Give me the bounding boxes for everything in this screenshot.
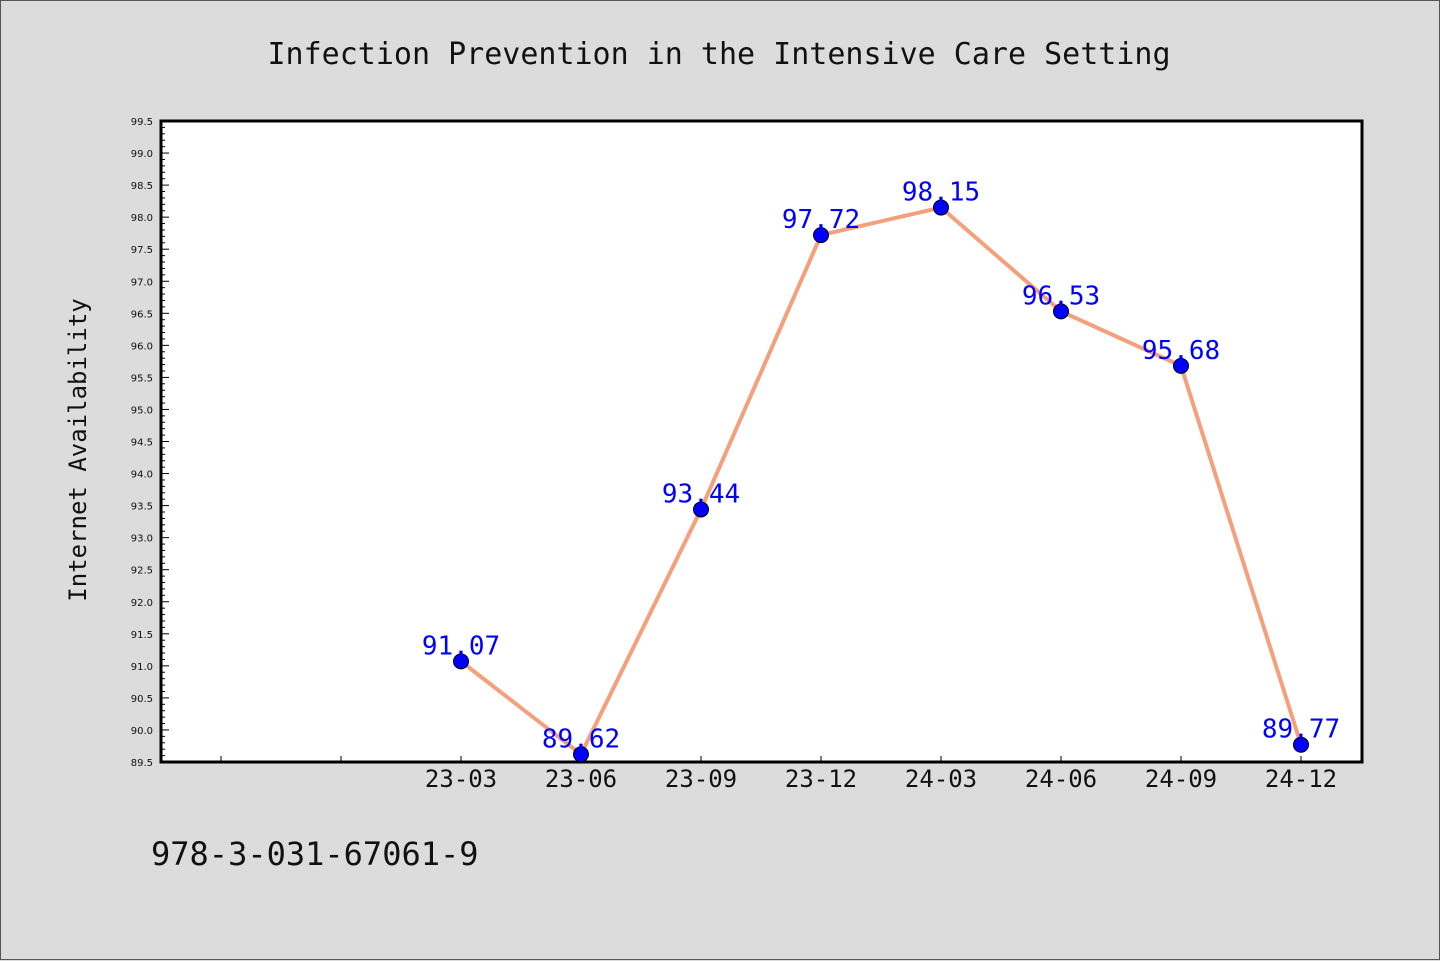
x-tick-label: 23-12 [785,765,857,793]
plot-area [159,119,1364,764]
y-tick-label: 99.5 [131,117,153,128]
x-tick-label: 24-12 [1265,765,1337,793]
y-axis-label: Internet Availability [64,298,92,601]
y-tick-label: 95.5 [131,373,153,384]
x-tick-label: 24-06 [1025,765,1097,793]
data-label: 98.15 [902,178,980,208]
y-tick-label: 98.0 [131,213,153,224]
x-tick-label: 24-09 [1145,765,1217,793]
x-tick-label: 23-09 [665,765,737,793]
x-tick-label: 23-03 [425,765,497,793]
y-tick-label: 97.0 [131,277,153,288]
data-point [1293,736,1309,753]
y-tick-label: 90.5 [131,694,153,705]
data-point [933,199,949,216]
chart-title: Infection Prevention in the Intensive Ca… [267,37,1170,72]
data-label: 95.68 [1142,336,1220,366]
data-point [813,227,829,244]
y-tick-label: 94.0 [131,470,153,481]
data-label: 97.72 [782,205,860,235]
x-axis: 23-03 23-06 23-09 23-12 24-03 24-06 24-09 24-12 [220,756,1337,793]
data-label: 91.07 [422,631,500,661]
isbn-text: 978-3-031-67061-9 [151,835,479,873]
series-line [459,205,1303,757]
x-tick-label: 24-03 [905,765,977,793]
y-tick-label: 91.5 [131,630,153,641]
data-point [573,746,589,763]
data-label: 89.77 [1262,715,1340,745]
data-point [1173,357,1189,374]
data-points [453,199,1309,763]
y-tick-label: 98.5 [131,181,153,192]
data-point [453,653,469,670]
y-tick-label: 94.5 [131,438,153,449]
y-tick-label: 89.5 [131,758,153,769]
y-tick-label: 96.0 [131,341,153,352]
y-tick-label: 99.0 [131,149,153,160]
x-tick-label: 23-06 [545,765,617,793]
data-labels: 91.07 89.62 93.44 97.72 98.15 96.53 95.68 89.77 [422,178,1340,755]
y-tick-label: 93.5 [131,502,153,513]
y-tick-label: 95.0 [131,405,153,416]
y-tick-label: 91.0 [131,662,153,673]
y-tick-label: 92.0 [131,598,153,609]
data-label: 96.53 [1022,281,1100,311]
y-tick-label: 93.0 [131,534,153,545]
data-point [1053,303,1069,320]
y-tick-label: 90.0 [131,726,153,737]
y-tick-label: 92.5 [131,566,153,577]
y-tick-label: 96.5 [131,309,153,320]
data-point [693,501,709,518]
data-label: 93.44 [662,479,740,509]
y-tick-label: 97.5 [131,245,153,256]
data-label: 89.62 [542,724,620,754]
y-axis: 89.5 90.0 90.5 91.0 91.5 92.0 92.5 93.0 93.5 94.0… [131,117,169,769]
